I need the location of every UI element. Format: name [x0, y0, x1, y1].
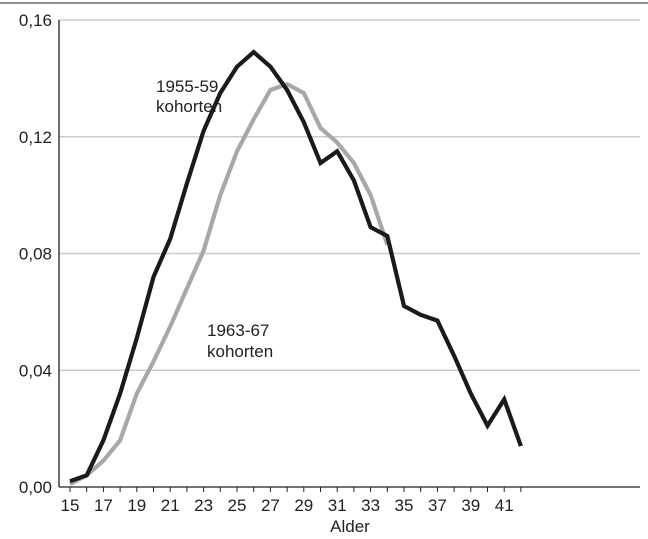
x-axis-title: Alder [330, 517, 370, 536]
x-tick-label: 29 [294, 496, 313, 515]
x-tick-label: 21 [161, 496, 180, 515]
grid-layer [59, 19, 640, 371]
x-tick-label: 17 [94, 496, 113, 515]
x-tick-label: 37 [428, 496, 447, 515]
y-tick-label: 0,12 [19, 128, 52, 147]
series-label-1963-67-line2: kohorten [207, 342, 273, 361]
series-label-1963-67-line1: 1963-67 [207, 321, 269, 340]
x-tick-label: 25 [228, 496, 247, 515]
series-line-1963-67 [69, 81, 390, 486]
x-tick-label: 27 [261, 496, 280, 515]
x-tick-label: 23 [194, 496, 213, 515]
y-tick-label: 0,08 [19, 245, 52, 264]
y-tick-label: 0,00 [19, 478, 52, 497]
series-line-1955-59 [69, 49, 523, 484]
series-label-1955-59-line2: kohorten [156, 97, 222, 116]
x-tick-label: 41 [495, 496, 514, 515]
series-label-1955-59-line1: 1955-59 [156, 77, 218, 96]
x-tick-label: 39 [461, 496, 480, 515]
x-tick-label: 31 [328, 496, 347, 515]
series-layer [69, 49, 523, 486]
y-tick-label: 0,04 [19, 361, 52, 380]
y-tick-label: 0,16 [19, 11, 52, 30]
x-tick-label: 35 [395, 496, 414, 515]
axis-layer: 0,00 0,04 0,08 0,12 0,16 15 17 19 21 23 25 27 29 31 33… [19, 11, 640, 515]
x-tick-label: 33 [361, 496, 380, 515]
x-tick-label: 19 [127, 496, 146, 515]
x-tick-label: 15 [61, 496, 80, 515]
